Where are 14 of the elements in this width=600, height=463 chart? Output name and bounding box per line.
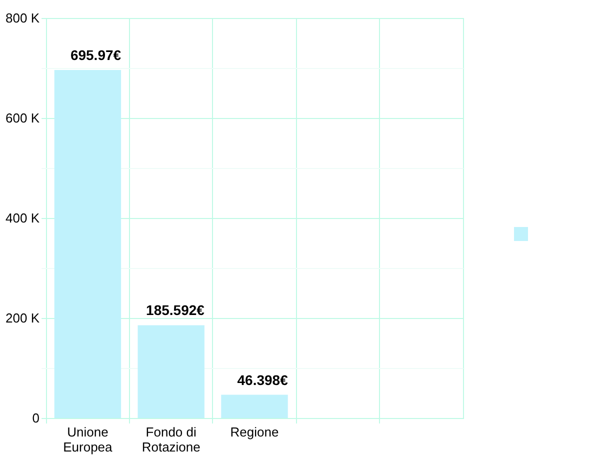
y-tick-label: 800 K (6, 10, 40, 26)
bar (138, 325, 204, 418)
y-tick-label: 200 K (6, 310, 40, 326)
x-tick-label: Fondo di Rotazione (142, 424, 200, 454)
data-label: 46.398€ (237, 372, 288, 388)
y-tick-label: 0 (32, 410, 40, 426)
y-tick-label: 400 K (6, 210, 40, 226)
y-tick-label: 600 K (6, 110, 40, 126)
x-tick-label: Regione (230, 424, 279, 440)
bar (54, 70, 122, 418)
data-label: 185.592€ (146, 302, 205, 318)
x-tick-label: Unione Europea (63, 424, 114, 454)
bar (221, 394, 288, 418)
data-label: 695.97€ (70, 47, 122, 64)
